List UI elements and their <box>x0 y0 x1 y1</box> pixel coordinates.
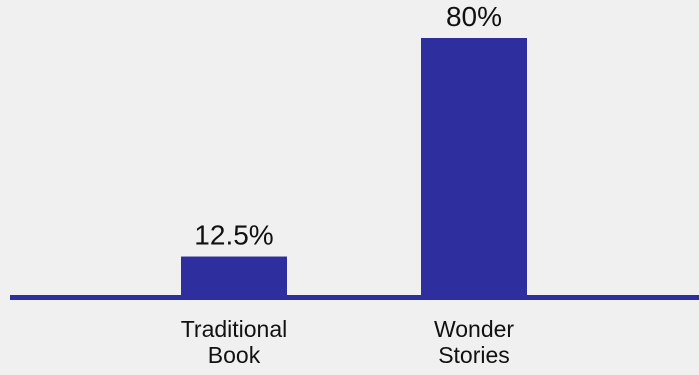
data-label-1: 12.5% <box>194 220 273 251</box>
category-labels-group: Traditional Book Wonder Stories <box>181 316 515 368</box>
data-labels-group: 12.5% 80% <box>194 1 502 251</box>
category-label-1: Traditional Book <box>181 316 288 368</box>
bar-1 <box>181 256 287 297</box>
bar-2 <box>421 38 527 297</box>
category-label-2: Wonder Stories <box>434 316 514 368</box>
data-label-2: 80% <box>446 1 502 32</box>
bars-group <box>181 38 527 297</box>
